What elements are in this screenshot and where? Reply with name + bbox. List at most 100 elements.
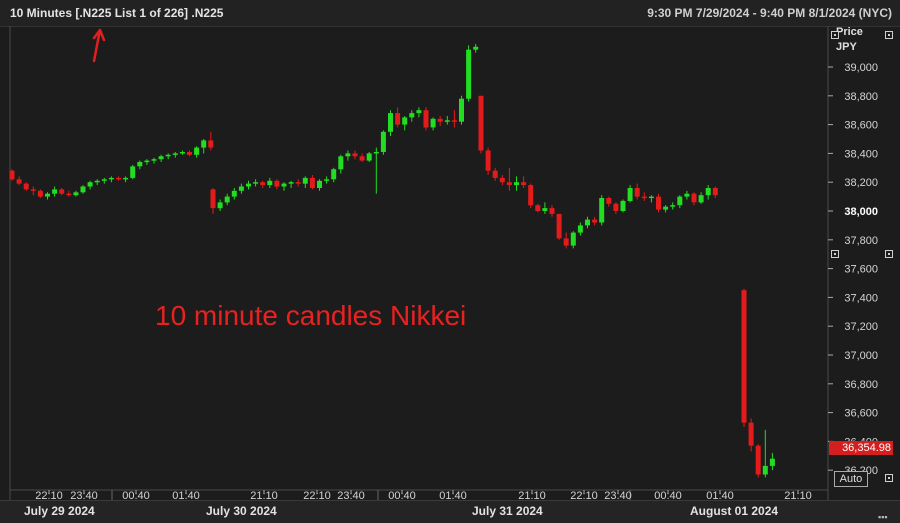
- y-tick-label: 36,600: [844, 408, 878, 420]
- candle-body: [627, 188, 633, 201]
- candle-body: [253, 182, 259, 184]
- candle-body: [87, 182, 93, 187]
- candle-body: [345, 153, 351, 157]
- candle-body: [577, 225, 583, 233]
- candle-body: [9, 170, 15, 180]
- candle-body: [563, 238, 569, 246]
- scale-handle-bottom-right[interactable]: [885, 474, 893, 482]
- candle-body: [23, 183, 29, 190]
- candle-body: [466, 49, 472, 99]
- candle-body: [165, 154, 171, 157]
- candle-body: [116, 177, 121, 180]
- candle-body: [179, 152, 185, 154]
- resize-grip-icon[interactable]: ▪▪▪: [878, 512, 888, 522]
- x-tick-label: 23:40: [337, 490, 365, 502]
- candle-body: [201, 140, 207, 148]
- candle-body: [528, 185, 534, 206]
- y-tick-label: 37,400: [844, 292, 878, 304]
- y-tick-label: 39,000: [844, 62, 878, 74]
- candle-body: [324, 179, 330, 181]
- candle-body: [570, 232, 576, 246]
- x-tick-label: 23:40: [70, 490, 98, 502]
- candle-body: [599, 198, 605, 223]
- candle-body: [130, 166, 136, 178]
- candle-body: [359, 156, 365, 161]
- session-separators: [9, 26, 829, 522]
- y-tick-label: 38,000: [844, 206, 878, 218]
- candle-body: [123, 177, 129, 180]
- candle-body: [606, 198, 612, 204]
- candle-body: [59, 189, 65, 194]
- candle-body: [492, 170, 498, 178]
- candle-body: [620, 200, 626, 211]
- candle-body: [380, 131, 386, 152]
- candle-body: [30, 189, 36, 191]
- y-tick-label: 37,000: [844, 350, 878, 362]
- candle-body: [506, 182, 512, 186]
- candle-body: [208, 140, 214, 148]
- candle-body: [366, 153, 372, 161]
- candle-body: [549, 208, 555, 214]
- candle-body: [108, 177, 114, 180]
- axis-currency-label: JPY: [836, 41, 857, 53]
- candle-body: [224, 196, 230, 203]
- candle-body: [473, 46, 479, 50]
- scale-handle-mid-right[interactable]: [885, 250, 893, 258]
- candle-body: [741, 290, 747, 423]
- candle-body: [317, 180, 322, 188]
- scale-handle-mid[interactable]: [831, 250, 839, 258]
- chart-header: 10 Minutes [.N225 List 1 of 226] .N225 9…: [0, 0, 900, 27]
- candle-body: [691, 193, 697, 203]
- y-tick-label: 37,600: [844, 264, 878, 276]
- x-tick-label: 22:10: [570, 490, 598, 502]
- candle-body: [144, 160, 150, 163]
- chart-title: 10 Minutes [.N225 List 1 of 226] .N225: [10, 6, 224, 20]
- candle-body: [137, 162, 143, 167]
- candle-body: [684, 193, 690, 197]
- candle-body: [521, 182, 527, 186]
- scale-handle-top-right[interactable]: [885, 31, 893, 39]
- candle-body: [416, 110, 422, 114]
- date-label-july-30: July 30 2024: [206, 504, 277, 518]
- candle-body: [94, 180, 100, 183]
- candle-body: [52, 189, 58, 194]
- candle-body: [485, 150, 491, 171]
- candle-body: [648, 196, 654, 199]
- candle-body: [444, 120, 450, 122]
- candle-body: [73, 192, 79, 196]
- candle-body: [670, 205, 676, 207]
- x-tick-label: 00:40: [122, 490, 150, 502]
- candle-body: [172, 153, 178, 155]
- candle-body: [663, 206, 669, 210]
- y-tick-label: 37,200: [844, 321, 878, 333]
- candle-body: [423, 110, 429, 128]
- axis-price-label: Price: [836, 26, 863, 38]
- scale-handle-top[interactable]: [831, 31, 839, 39]
- candle-body: [542, 208, 548, 211]
- candle-body: [499, 177, 505, 183]
- candle-body: [281, 183, 287, 187]
- candle-body: [210, 189, 216, 209]
- y-tick-label: 37,800: [844, 235, 878, 247]
- x-tick-label: 00:40: [654, 490, 682, 502]
- candle-body: [274, 180, 280, 187]
- y-tick-label: 38,800: [844, 91, 878, 103]
- candle-body: [592, 219, 598, 223]
- candle-body: [677, 196, 683, 206]
- date-label-july-29: July 29 2024: [24, 504, 95, 518]
- candle-body: [451, 120, 457, 122]
- candle-body: [556, 213, 562, 239]
- candle-body: [769, 458, 775, 466]
- y-tick-label: 36,800: [844, 379, 878, 391]
- date-label-august-01: August 01 2024: [690, 504, 779, 518]
- candle-body: [656, 196, 661, 210]
- candle-body: [712, 188, 718, 196]
- auto-scale-button[interactable]: Auto: [834, 471, 868, 487]
- candle-body: [535, 205, 541, 211]
- candle-body: [748, 422, 754, 446]
- candle-body: [151, 159, 157, 161]
- candle-body: [295, 182, 301, 184]
- y-tick-label: 38,600: [844, 120, 878, 132]
- candle-body: [16, 179, 22, 184]
